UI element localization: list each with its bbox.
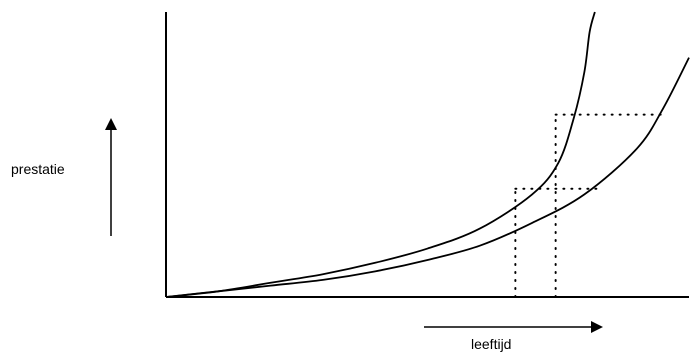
series-line-1 [165, 11, 596, 298]
y-axis-label: prestatie [11, 161, 65, 177]
plot-layer [165, 11, 690, 298]
x-axis-label: leeftijd [471, 336, 512, 352]
series-line-2 [165, 57, 690, 298]
